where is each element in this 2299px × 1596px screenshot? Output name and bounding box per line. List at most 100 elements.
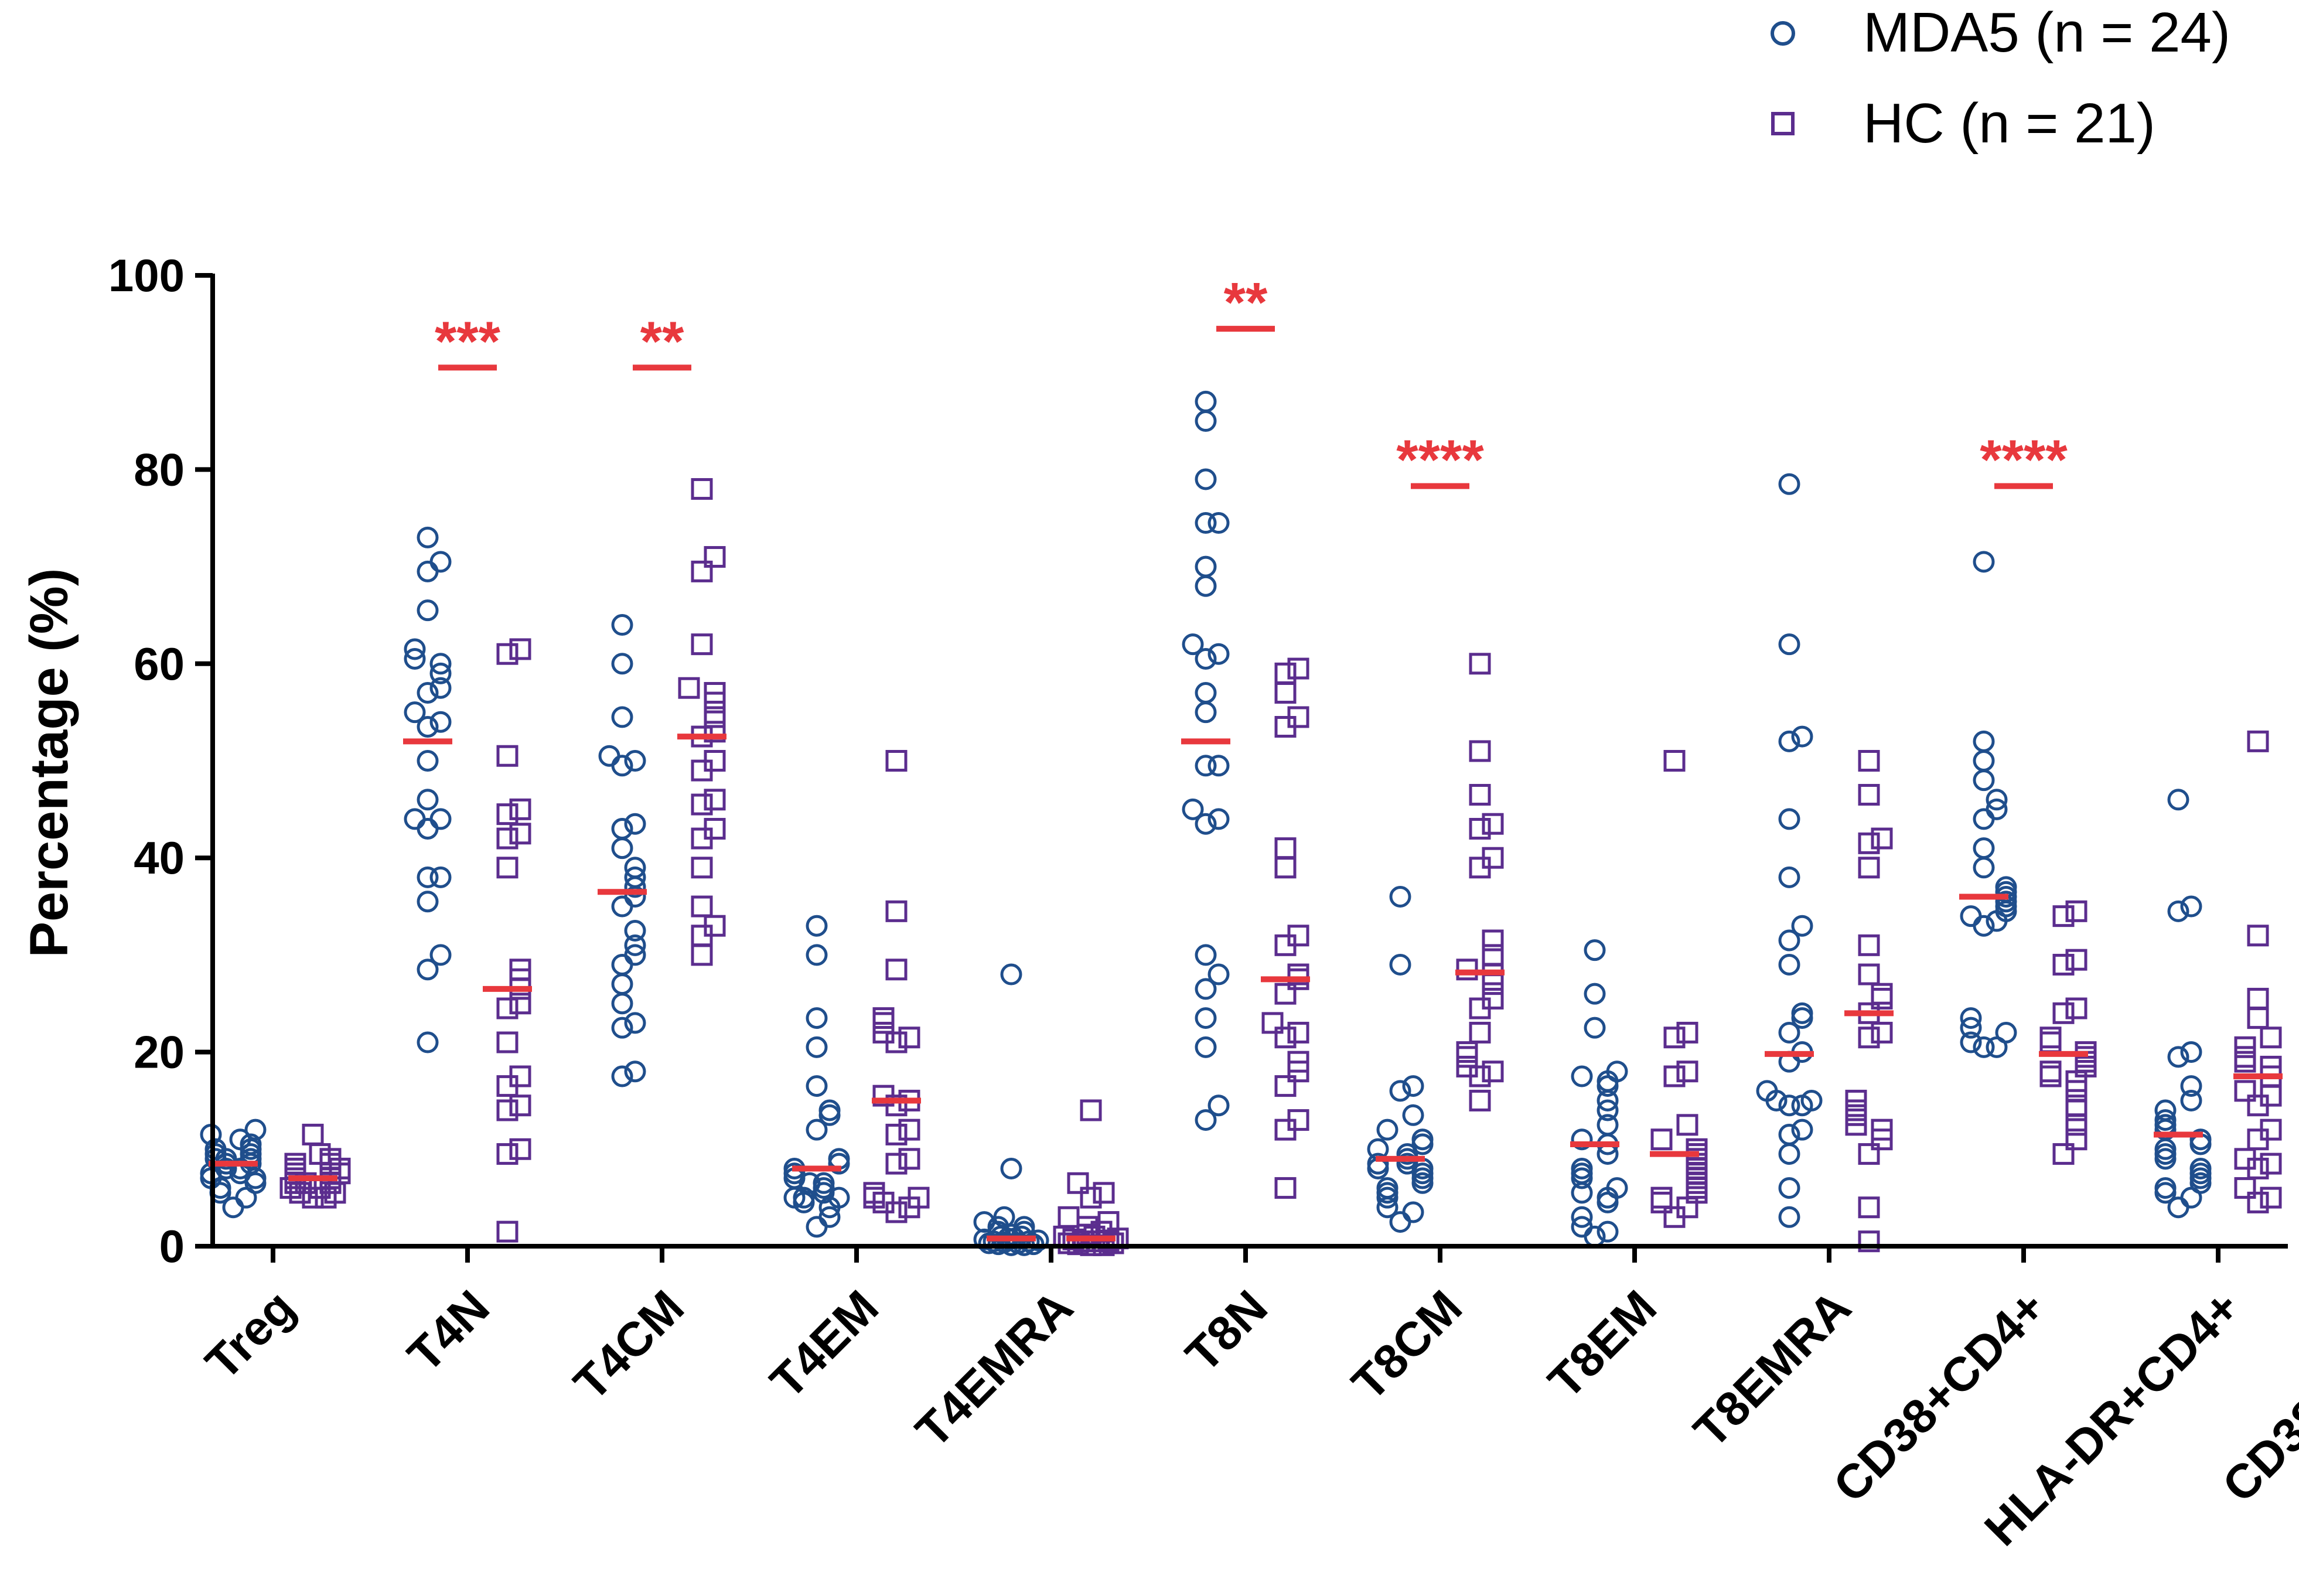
- data-point-mda5: [813, 1172, 835, 1194]
- data-point-hc: [1287, 925, 1309, 947]
- data-point-mda5: [1584, 983, 1606, 1005]
- data-point-mda5: [1402, 1201, 1424, 1223]
- data-point-hc: [2234, 1080, 2256, 1102]
- data-point-hc: [1858, 832, 1880, 854]
- data-point-hc: [496, 745, 519, 767]
- data-point-mda5: [2189, 1128, 2212, 1151]
- data-point-mda5: [1973, 837, 1995, 860]
- data-point-mda5: [1606, 1177, 1628, 1199]
- data-point-mda5: [1778, 473, 1800, 495]
- significance-label: ****: [1980, 429, 2068, 492]
- category-label: T4N: [398, 1280, 500, 1382]
- data-point-mda5: [1778, 1021, 1800, 1043]
- data-point-mda5: [799, 1172, 821, 1194]
- data-point-mda5: [1778, 1177, 1800, 1199]
- data-point-mda5: [2154, 1109, 2177, 1131]
- data-point-mda5: [1778, 1094, 1800, 1117]
- data-point-mda5: [973, 1211, 995, 1233]
- category-label: T4EMRA: [906, 1280, 1083, 1458]
- data-point-hc: [2247, 925, 2269, 947]
- data-point-hc: [885, 1123, 908, 1145]
- data-point-mda5: [1402, 1104, 1424, 1126]
- data-point-hc: [2039, 1027, 2062, 1049]
- data-point-hc: [885, 959, 908, 981]
- data-point-hc: [496, 857, 519, 879]
- data-point-hc: [1482, 847, 1504, 869]
- data-point-mda5: [1584, 1017, 1606, 1039]
- data-point-mda5: [417, 599, 439, 622]
- data-point-mda5: [1973, 730, 1995, 752]
- data-point-hc: [509, 798, 531, 820]
- data-point-mda5: [1182, 633, 1204, 656]
- data-point-hc: [691, 560, 713, 582]
- data-point-hc: [1676, 1021, 1698, 1043]
- data-point-hc: [1469, 740, 1491, 762]
- data-point-hc: [1871, 827, 1893, 850]
- data-point-hc: [2260, 1152, 2282, 1175]
- data-point-mda5: [1208, 1094, 1230, 1117]
- data-point-hc: [1274, 662, 1297, 684]
- data-point-mda5: [2180, 1075, 2202, 1097]
- data-point-hc: [1469, 1021, 1491, 1043]
- data-point-hc: [1482, 929, 1504, 952]
- data-point-mda5: [1389, 953, 1411, 976]
- data-point-hc: [2260, 1118, 2282, 1141]
- data-point-mda5: [1195, 1109, 1217, 1131]
- data-point-mda5: [611, 973, 633, 995]
- data-point-mda5: [429, 866, 452, 888]
- significance-label: ***: [435, 310, 501, 373]
- data-point-hc: [691, 895, 713, 918]
- data-point-hc: [509, 823, 531, 845]
- data-point-hc: [2052, 953, 2075, 976]
- data-point-mda5: [1000, 1157, 1022, 1179]
- data-point-mda5: [1597, 1114, 1619, 1136]
- data-point-hc: [678, 677, 700, 699]
- data-point-mda5: [1396, 1143, 1418, 1165]
- data-point-mda5: [993, 1206, 1015, 1228]
- data-point-mda5: [1584, 939, 1606, 961]
- data-point-mda5: [2167, 900, 2189, 922]
- data-point-hc: [509, 1094, 531, 1117]
- data-point-mda5: [429, 711, 452, 733]
- data-point-hc: [704, 915, 726, 937]
- data-point-hc: [2039, 1065, 2062, 1087]
- data-point-mda5: [1195, 1007, 1217, 1029]
- data-point-mda5: [1367, 1152, 1389, 1175]
- data-point-hc: [1650, 1128, 1673, 1151]
- data-point-mda5: [2167, 1046, 2189, 1068]
- data-point-mda5: [611, 993, 633, 1015]
- data-point-hc: [2065, 1094, 2087, 1117]
- data-point-hc: [704, 706, 726, 728]
- data-point-hc: [1650, 1186, 1673, 1209]
- data-point-hc: [2247, 987, 2269, 1010]
- data-point-mda5: [1208, 512, 1230, 534]
- data-point-hc: [1858, 1196, 1880, 1219]
- data-point-hc: [2065, 1128, 2087, 1151]
- data-point-mda5: [1606, 1060, 1628, 1083]
- data-point-hc: [1676, 1060, 1698, 1083]
- data-point-mda5: [1389, 1080, 1411, 1102]
- data-point-mda5: [1411, 1128, 1434, 1151]
- data-point-mda5: [1195, 944, 1217, 966]
- data-point-mda5: [1778, 1123, 1800, 1145]
- data-point-mda5: [1208, 963, 1230, 985]
- data-point-hc: [1287, 1109, 1309, 1131]
- data-point-hc: [704, 817, 726, 840]
- data-point-hc: [1287, 706, 1309, 728]
- data-point-mda5: [1195, 813, 1217, 835]
- category-label: Treg: [196, 1280, 305, 1390]
- data-point-mda5: [1973, 808, 1995, 830]
- legend-label-hc: HC (n = 21): [1863, 92, 2155, 155]
- data-point-hc: [1097, 1211, 1120, 1233]
- data-point-mda5: [1778, 866, 1800, 888]
- data-point-hc: [2052, 1143, 2075, 1165]
- data-point-hc: [898, 1027, 920, 1049]
- data-point-hc: [1871, 1118, 1893, 1141]
- data-point-hc: [1287, 1051, 1309, 1073]
- data-point-mda5: [624, 944, 646, 966]
- data-point-mda5: [1756, 1080, 1778, 1102]
- data-point-mda5: [229, 1128, 251, 1151]
- data-point-hc: [1482, 1060, 1504, 1083]
- y-tick-label: 40: [134, 832, 185, 884]
- data-point-mda5: [1195, 1036, 1217, 1058]
